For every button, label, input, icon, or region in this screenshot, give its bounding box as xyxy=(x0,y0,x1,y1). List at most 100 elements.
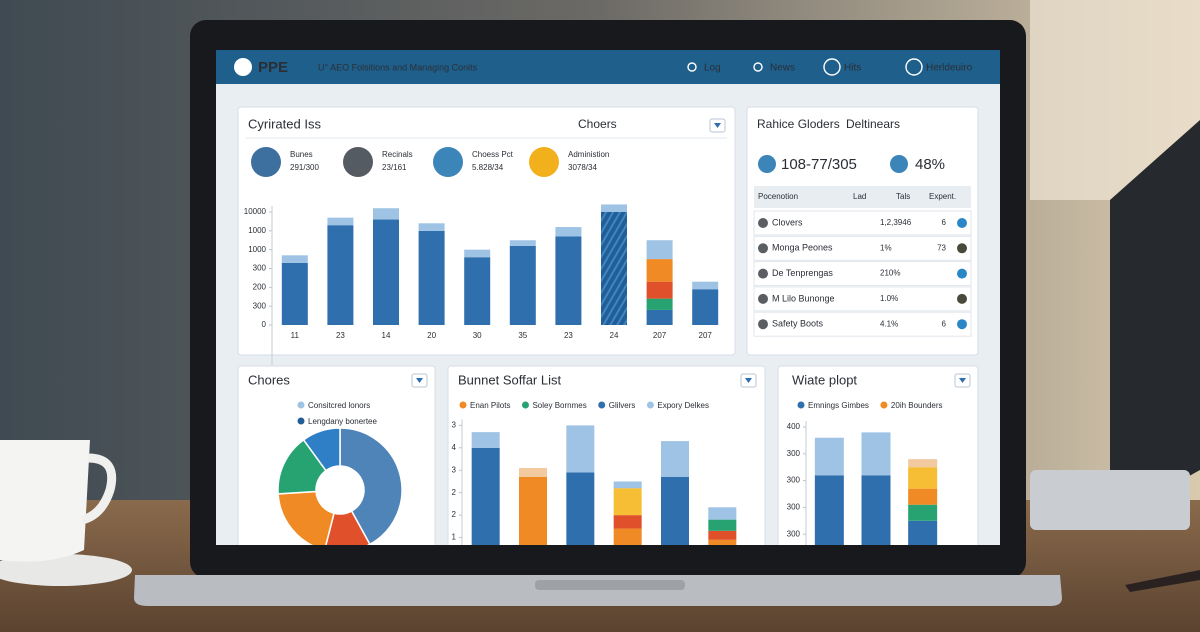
legend-label: Expory Delkes xyxy=(657,401,709,410)
label: Monga Peones xyxy=(772,243,833,253)
label: Bunes xyxy=(290,150,313,159)
y-tick-label: 400 xyxy=(787,422,801,431)
nav-item[interactable]: Herldeuiro xyxy=(926,63,973,74)
label: Choess Pct xyxy=(472,150,514,159)
bar-segment xyxy=(708,530,737,540)
label: 6 xyxy=(942,319,947,328)
nav-item[interactable]: Hits xyxy=(844,63,861,74)
table-row[interactable] xyxy=(753,286,972,312)
x-tick-label: 23 xyxy=(336,331,345,340)
column-header: Lad xyxy=(853,192,866,201)
label: 1% xyxy=(880,243,892,252)
label: 3078/34 xyxy=(568,163,597,172)
nav-icon[interactable] xyxy=(823,58,841,76)
stat-icon xyxy=(890,155,908,173)
label: 210% xyxy=(880,269,900,278)
label: De Tenprengas xyxy=(772,268,833,278)
logo-icon xyxy=(234,58,252,76)
table-row[interactable] xyxy=(753,261,972,287)
table-row[interactable] xyxy=(753,311,972,337)
label: Deltinears xyxy=(846,117,900,131)
bar-segment xyxy=(281,255,308,263)
bar-segment xyxy=(509,240,536,246)
bar-segment xyxy=(373,208,399,220)
bar-segment xyxy=(418,230,445,325)
label: Wiate plopt xyxy=(792,372,857,387)
row-icon xyxy=(758,293,768,304)
nav-icon[interactable] xyxy=(905,58,923,76)
bar-segment xyxy=(613,528,642,545)
legend-label: 20ih Bounders xyxy=(891,401,943,410)
row-icon xyxy=(758,268,768,279)
bar-segment xyxy=(814,475,844,545)
bar-segment xyxy=(509,245,536,325)
x-tick-label: 35 xyxy=(518,331,527,340)
y-tick-label: 300 xyxy=(787,503,801,512)
dropdown-arrow xyxy=(416,378,423,383)
table-row[interactable] xyxy=(753,210,972,236)
y-tick-label: 3 xyxy=(452,421,457,430)
x-tick-label: 23 xyxy=(564,331,573,340)
cup xyxy=(0,440,90,562)
table-row[interactable] xyxy=(753,235,972,261)
bar-segment xyxy=(555,227,582,237)
y-tick-label: 10000 xyxy=(244,207,267,216)
bar-segment xyxy=(471,447,500,545)
label: 108-77/305 xyxy=(781,156,857,173)
label: 6 xyxy=(942,218,947,227)
bar-segment xyxy=(908,459,938,468)
bar-segment xyxy=(708,507,737,520)
label: 48% xyxy=(915,156,945,173)
label: Cyrirated Iss xyxy=(248,116,321,131)
dropdown-arrow xyxy=(745,378,752,383)
x-tick-label: 30 xyxy=(473,331,482,340)
row-status xyxy=(957,243,967,254)
item-icon xyxy=(251,147,281,177)
bar-segment xyxy=(327,225,354,325)
link[interactable]: Choers xyxy=(578,117,617,131)
bar-segment xyxy=(661,476,689,545)
row-status xyxy=(957,218,967,228)
bar-segment xyxy=(327,217,354,226)
trackpad-notch xyxy=(535,580,685,590)
x-tick-label: 11 xyxy=(291,331,300,340)
legend-label: Glilvers xyxy=(609,401,636,410)
donut-slice xyxy=(339,427,403,545)
row-icon xyxy=(758,319,768,330)
nav-item[interactable]: News xyxy=(770,63,795,74)
item-icon xyxy=(343,147,373,177)
bar-segment xyxy=(566,472,595,545)
nav-item[interactable]: Log xyxy=(704,63,721,74)
nav-icon[interactable] xyxy=(753,62,763,72)
legend-swatch xyxy=(297,401,305,409)
y-tick-label: 200 xyxy=(253,282,267,291)
label: Clovers xyxy=(772,217,803,227)
y-tick-label: 0 xyxy=(262,320,267,329)
bar-segment xyxy=(464,257,491,325)
bar-segment xyxy=(566,425,595,473)
label: 73 xyxy=(937,243,946,252)
nav-icon[interactable] xyxy=(687,62,697,72)
legend-swatch xyxy=(297,417,305,425)
bar-segment xyxy=(692,289,719,325)
label: Safety Boots xyxy=(772,319,824,329)
label: 5.828/34 xyxy=(472,163,504,172)
donut-slice xyxy=(325,510,371,545)
bar-segment xyxy=(646,309,673,325)
bar-segment xyxy=(601,212,627,325)
laptop-base xyxy=(134,575,1062,606)
legend-label: Lengdany bonertee xyxy=(308,417,378,426)
bar-segment xyxy=(861,475,891,545)
bar-segment xyxy=(908,488,938,505)
row-icon xyxy=(758,243,768,254)
y-tick-label: 4 xyxy=(452,443,457,452)
bar-segment xyxy=(281,262,308,325)
label: 1.0% xyxy=(880,294,898,303)
y-tick-label: 1000 xyxy=(248,245,266,254)
item-icon xyxy=(529,147,559,177)
column-header: Tals xyxy=(896,192,910,201)
bar-segment xyxy=(814,437,844,476)
y-tick-label: 300 xyxy=(253,301,267,310)
bar-segment xyxy=(613,488,642,516)
